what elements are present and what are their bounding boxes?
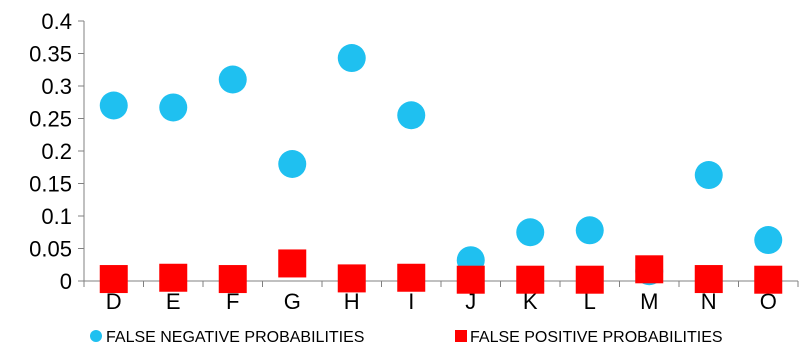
- false-negative-point: [99, 91, 128, 120]
- series-layer: [99, 44, 783, 294]
- false-negative-point: [516, 218, 545, 247]
- false-negative-point: [397, 101, 426, 130]
- legend: FALSE NEGATIVE PROBABILITIES FALSE POSIT…: [90, 329, 723, 346]
- x-tick-label: O: [760, 289, 777, 314]
- y-tick-label: 0.25: [29, 107, 72, 132]
- false-negative-point: [218, 65, 247, 94]
- legend-label-false-negative: FALSE NEGATIVE PROBABILITIES: [106, 329, 364, 346]
- x-axis-ticks: D E F G H I J K L M N O: [83, 281, 799, 314]
- false-positive-point: [99, 265, 128, 294]
- y-tick-label: 0.35: [29, 42, 72, 67]
- false-positive-point: [397, 263, 426, 292]
- y-axis-ticks: 0 0.05 0.1 0.15 0.2 0.25 0.3 0.35 0.4: [29, 9, 84, 294]
- x-tick-label: K: [523, 289, 538, 314]
- false-positive-point: [754, 265, 783, 294]
- legend-marker-false-negative: [90, 330, 102, 342]
- false-positive-point: [516, 265, 545, 294]
- x-tick-label: I: [408, 289, 414, 314]
- false-negative-point: [575, 216, 604, 245]
- false-negative-point: [694, 161, 723, 190]
- false-negative-point: [754, 226, 783, 255]
- x-tick-label: N: [701, 289, 717, 314]
- x-tick-label: G: [284, 289, 301, 314]
- x-tick-label: F: [226, 289, 239, 314]
- y-tick-label: 0.15: [29, 172, 72, 197]
- false-negative-point: [159, 93, 188, 122]
- false-negative-point: [278, 150, 307, 178]
- false-positive-point: [456, 265, 485, 294]
- legend-label-false-positive: FALSE POSITIVE PROBABILITIES: [470, 329, 723, 346]
- y-tick-label: 0: [60, 269, 72, 294]
- x-tick-label: J: [465, 289, 476, 314]
- x-tick-label: M: [640, 289, 658, 314]
- false-positive-point: [337, 264, 366, 293]
- x-tick-label: E: [166, 289, 181, 314]
- legend-marker-false-positive: [455, 330, 467, 342]
- false-positive-point: [218, 265, 247, 294]
- false-positive-point: [635, 255, 664, 284]
- y-tick-label: 0.05: [29, 237, 72, 262]
- y-tick-label: 0.4: [41, 9, 72, 34]
- y-tick-label: 0.2: [41, 139, 72, 164]
- x-tick-label: H: [344, 289, 360, 314]
- y-tick-label: 0.3: [41, 74, 72, 99]
- x-tick-label: L: [584, 289, 596, 314]
- false-positive-point: [694, 265, 723, 294]
- x-tick-label: D: [106, 289, 122, 314]
- false-positive-point: [575, 265, 604, 294]
- false-negative-point: [337, 44, 366, 73]
- y-tick-label: 0.1: [41, 204, 72, 229]
- false-positive-point: [159, 263, 188, 292]
- false-positive-point: [278, 249, 307, 278]
